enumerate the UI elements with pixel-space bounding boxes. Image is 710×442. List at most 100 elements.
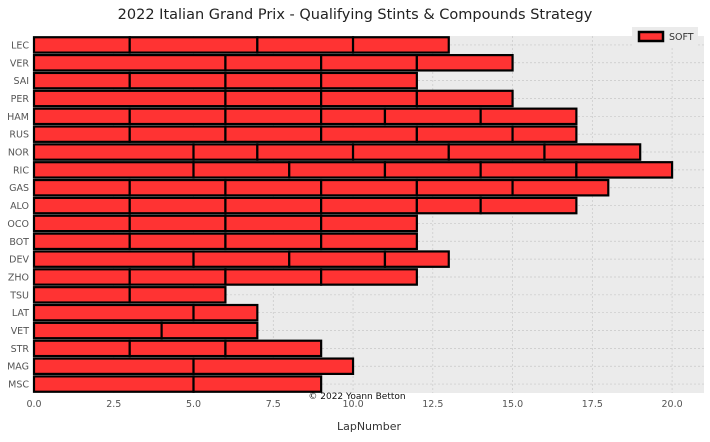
stint-bar-ham-5 bbox=[383, 107, 482, 126]
stint-bar-sai-3 bbox=[224, 71, 323, 90]
stint-bar-bot-4 bbox=[320, 232, 418, 251]
legend: SOFT bbox=[632, 27, 698, 47]
stint-bar-zho-3 bbox=[224, 268, 323, 286]
stint-bar-nor-6 bbox=[543, 143, 642, 161]
stint-bar-per-3 bbox=[320, 89, 418, 108]
x-tick-label: 5.0 bbox=[186, 399, 201, 410]
stint-bar-alo-3 bbox=[224, 196, 323, 215]
plot-background bbox=[34, 36, 704, 393]
stint-bar-oco-2 bbox=[128, 214, 227, 233]
stint-bar-dev-4 bbox=[383, 250, 450, 268]
stint-bar-mag-2 bbox=[192, 357, 355, 376]
stint-bar-msc-2 bbox=[192, 375, 323, 393]
stint-bar-vet-1 bbox=[32, 321, 163, 340]
stint-bar-msc-1 bbox=[32, 375, 195, 393]
stint-bar-gas-5 bbox=[415, 178, 514, 197]
stint-bar-tsu-2 bbox=[128, 286, 227, 304]
stint-bar-oco-4 bbox=[320, 214, 418, 233]
bars-layer bbox=[32, 36, 674, 393]
stint-bar-dev-3 bbox=[288, 250, 387, 268]
stint-bar-ver-2 bbox=[224, 53, 323, 72]
stint-bar-gas-4 bbox=[320, 178, 418, 197]
stint-bar-dev-2 bbox=[192, 250, 291, 268]
y-tick-label-per: PER bbox=[11, 94, 30, 105]
stint-bar-sai-1 bbox=[32, 71, 131, 90]
chart-title: 2022 Italian Grand Prix - Qualifying Sti… bbox=[118, 7, 593, 23]
y-tick-label-zho: ZHO bbox=[8, 272, 29, 283]
y-tick-label-alo: ALO bbox=[10, 201, 29, 212]
stint-bar-nor-2 bbox=[192, 143, 259, 161]
stint-bar-str-3 bbox=[224, 339, 323, 358]
stint-bar-lec-4 bbox=[351, 36, 450, 54]
y-tick-label-dev: DEV bbox=[9, 255, 29, 266]
stint-bar-sai-2 bbox=[128, 71, 227, 90]
legend-swatch-soft bbox=[637, 30, 665, 43]
stint-bar-str-1 bbox=[32, 339, 131, 358]
stint-bar-dev-1 bbox=[32, 250, 195, 268]
stint-bar-tsu-1 bbox=[32, 286, 131, 304]
stint-bar-str-2 bbox=[128, 339, 227, 358]
x-tick-labels: 0.0 2.5 5.0 7.5 10.0 12.5 15.0 17.5 20.0 bbox=[26, 399, 682, 410]
stint-bar-rus-1 bbox=[32, 125, 131, 143]
x-tick-label: 10.0 bbox=[342, 399, 363, 410]
copyright-annotation: © 2022 Yoann Betton bbox=[308, 392, 405, 402]
stint-bar-alo-5 bbox=[415, 196, 482, 215]
y-tick-label-mag: MAG bbox=[7, 362, 29, 373]
stint-bar-vet-2 bbox=[160, 321, 259, 340]
y-tick-label-nor: NOR bbox=[8, 148, 30, 159]
y-tick-label-ver: VER bbox=[10, 58, 30, 69]
stint-bar-lat-1 bbox=[32, 303, 195, 322]
stint-bar-mag-1 bbox=[32, 357, 195, 376]
stint-bar-ric-6 bbox=[575, 161, 674, 179]
x-tick-label: 7.5 bbox=[266, 399, 281, 410]
stint-bar-per-1 bbox=[32, 89, 227, 108]
y-tick-label-oco: OCO bbox=[7, 219, 29, 230]
x-axis-label: LapNumber bbox=[337, 420, 402, 433]
stint-bar-alo-2 bbox=[128, 196, 227, 215]
stint-bar-ham-1 bbox=[32, 107, 131, 126]
stint-bar-ric-5 bbox=[479, 161, 578, 179]
stint-bar-alo-6 bbox=[479, 196, 578, 215]
stint-bar-zho-1 bbox=[32, 268, 131, 286]
stint-bar-nor-3 bbox=[256, 143, 355, 161]
stint-bar-rus-5 bbox=[415, 125, 514, 143]
stint-bar-ham-3 bbox=[224, 107, 323, 126]
stint-bar-rus-4 bbox=[320, 125, 418, 143]
y-tick-label-gas: GAS bbox=[9, 183, 29, 194]
stint-bar-gas-1 bbox=[32, 178, 131, 197]
y-tick-label-ric: RIC bbox=[13, 165, 29, 176]
stint-bar-ham-2 bbox=[128, 107, 227, 126]
stint-bar-sai-4 bbox=[320, 71, 418, 90]
stint-bar-gas-6 bbox=[511, 178, 610, 197]
x-tick-label: 0.0 bbox=[26, 399, 41, 410]
stint-bar-ver-1 bbox=[32, 53, 227, 72]
y-tick-label-tsu: TSU bbox=[9, 290, 29, 301]
stint-bar-ham-4 bbox=[320, 107, 387, 126]
stint-bar-nor-5 bbox=[447, 143, 546, 161]
y-tick-label-sai: SAI bbox=[13, 76, 29, 87]
stint-bar-rus-6 bbox=[511, 125, 578, 143]
y-tick-label-lat: LAT bbox=[12, 308, 29, 319]
y-tick-label-rus: RUS bbox=[9, 130, 29, 141]
stint-bar-ver-4 bbox=[415, 53, 514, 72]
stint-bar-ric-4 bbox=[383, 161, 482, 179]
y-tick-labels: LEC VER SAI PER HAM RUS NOR RIC GAS ALO OCO BOT DEV Z… bbox=[7, 40, 29, 390]
stint-bar-rus-3 bbox=[224, 125, 323, 143]
x-tick-label: 17.5 bbox=[582, 399, 603, 410]
stint-bar-gas-2 bbox=[128, 178, 227, 197]
y-tick-label-bot: BOT bbox=[9, 237, 29, 248]
legend-label-soft: SOFT bbox=[669, 32, 694, 43]
x-tick-label: 20.0 bbox=[662, 399, 683, 410]
y-tick-label-str: STR bbox=[11, 344, 30, 355]
stint-bar-gas-3 bbox=[224, 178, 323, 197]
stint-bar-lec-3 bbox=[256, 36, 355, 54]
stint-bar-rus-2 bbox=[128, 125, 227, 143]
stint-bar-ver-3 bbox=[320, 53, 418, 72]
stint-bar-lat-2 bbox=[192, 303, 259, 322]
stint-bar-ric-1 bbox=[32, 161, 195, 179]
x-tick-label: 15.0 bbox=[502, 399, 523, 410]
stint-bar-bot-3 bbox=[224, 232, 323, 251]
y-tick-label-msc: MSC bbox=[8, 380, 29, 391]
stint-bar-zho-2 bbox=[128, 268, 227, 286]
